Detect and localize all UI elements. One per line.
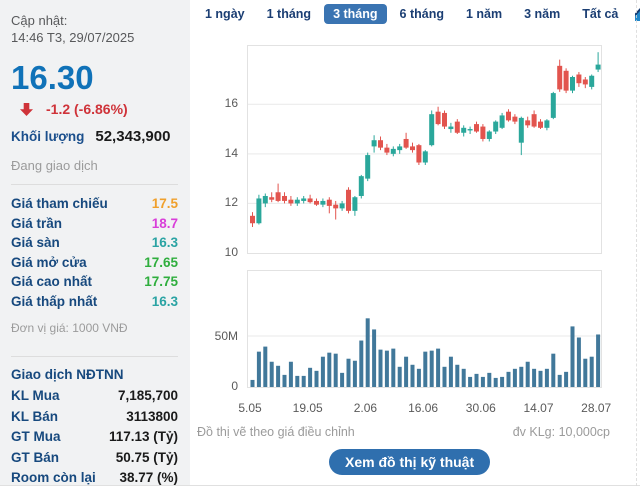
date-tick-label: 5.05 [238,401,262,415]
row-reference-price: Giá tham chiếu 17.5 [11,196,178,211]
volume-tick-label: 0 [231,379,238,393]
volume-value: 52,343,900 [95,128,171,145]
tab-6-month[interactable]: 6 tháng [399,7,444,21]
date-tick-label: 19.05 [292,401,323,415]
right-dashed-border [636,0,637,486]
price-tick-label: 10 [224,245,238,259]
row-floor-price: Giá sàn 16.3 [11,235,178,250]
volume-axis-labels: 50M 0 [198,0,242,400]
tab-3-year[interactable]: 3 năm [524,7,561,21]
technical-chart-button[interactable]: Xem đồ thị kỹ thuật [329,449,491,475]
updated-label: Cập nhật: [11,13,68,28]
row-high-price: Giá cao nhất 17.75 [11,274,178,289]
date-tick-label: 14.07 [523,401,554,415]
date-tick-label: 30.06 [465,401,496,415]
session-status: Đang giao dịch [11,158,98,173]
adjusted-price-note: Đồ thị vẽ theo giá điều chỉnh [197,425,355,439]
price-change: -1.2 (-6.86%) [46,101,128,117]
price-tick-label: 14 [224,145,238,160]
row-foreign-room-left: Room còn lại 38.77 (%) [11,470,178,485]
candlestick-chart[interactable] [247,45,602,254]
row-foreign-sell-volume: KL Bán 3113800 [11,408,178,424]
foreign-trading-title: Giao dịch NĐTNN [11,367,124,382]
date-tick-label: 28.07 [581,401,612,415]
bottom-divider [0,485,640,486]
volume-chart[interactable] [247,270,602,388]
price-tick-label: 12 [224,195,238,210]
tab-1-month[interactable]: 1 tháng [266,7,312,21]
tab-3-month[interactable]: 3 tháng [324,4,387,24]
price-axis-labels: 16 14 12 10 [198,0,242,400]
row-foreign-sell-value: GT Bán 50.75 (Tỷ) [11,449,178,465]
tab-all[interactable]: Tất cả [582,7,619,21]
divider [11,356,178,357]
row-foreign-buy-volume: KL Mua 7,185,700 [11,388,178,403]
tab-1-year[interactable]: 1 năm [465,7,503,21]
date-tick-label: 2.06 [353,401,378,415]
quote-sidebar: Cập nhật: 14:46 T3, 29/07/2025 16.30 -1.… [0,0,190,485]
volume-unit-note: đv KLg: 10,000cp [512,425,610,439]
price-unit-note: Đơn vị giá: 1000 VNĐ [11,321,128,335]
down-arrow-icon [19,102,34,117]
row-low-price: Giá thấp nhất 16.3 [11,293,178,309]
tab-1-day[interactable]: 1 ngày [205,7,245,21]
volume-tick-label: 50M [214,328,238,343]
volume-chart-svg [248,318,601,387]
date-tick-label: 16.06 [408,401,439,415]
divider [11,184,178,185]
candlestick-chart-svg [248,52,601,227]
volume-label: Khối lượng [11,129,85,144]
price-tick-label: 16 [224,96,238,111]
row-foreign-buy-value: GT Mua 117.13 (Tỷ) [11,429,178,444]
current-price: 16.30 [11,59,94,96]
row-open-price: Giá mở cửa 17.65 [11,254,178,270]
date-axis-labels: 5.05 19.05 2.06 16.06 30.06 14.07 28.07 [238,401,611,417]
period-tab-bar: 1 ngày 1 tháng 3 tháng 6 tháng 1 năm 3 n… [196,4,640,24]
updated-time: 14:46 T3, 29/07/2025 [11,30,135,45]
row-ceiling-price: Giá trần 18.7 [11,215,178,231]
